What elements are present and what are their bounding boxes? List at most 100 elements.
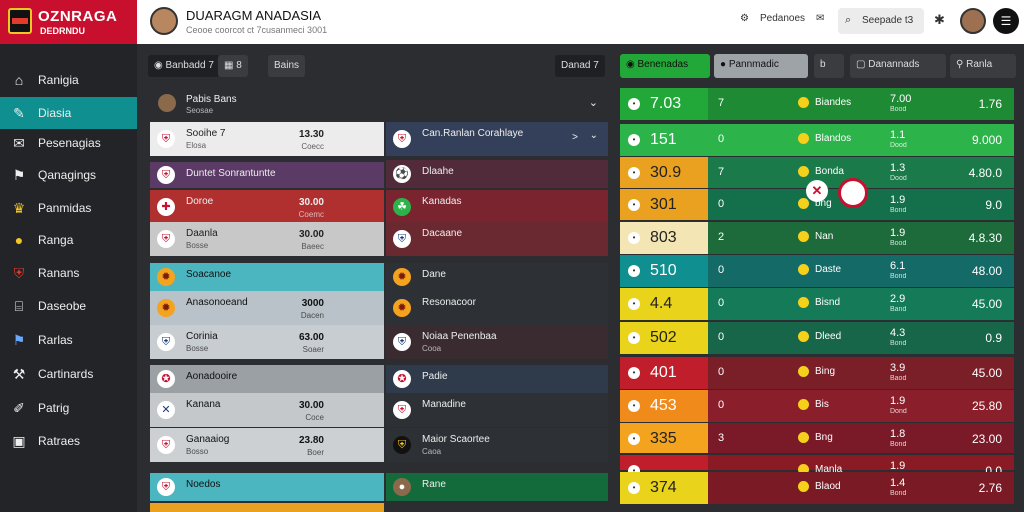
- team-badge-icon: [798, 133, 809, 144]
- tab-ranla[interactable]: ⚲ Ranla: [950, 54, 1016, 78]
- tab-pannmadic[interactable]: ● Pannmadic: [714, 54, 808, 78]
- sidebar-item-panmidas[interactable]: ♛ Panmidas: [0, 192, 137, 224]
- odds-n1: 1.9: [890, 460, 906, 472]
- odds-team-cell: Manla: [798, 464, 842, 475]
- status-dot-icon: •: [628, 433, 640, 445]
- calendar-button[interactable]: ▦ 8: [218, 55, 248, 77]
- list-item-name: Dlaahe: [422, 166, 454, 177]
- odds-n1: 1.1: [890, 129, 906, 141]
- list-item[interactable]: ✹ Anasonoeand 3000 Dacen: [150, 291, 384, 325]
- list-item[interactable]: ⛨ Duntet Sonrantuntte: [150, 162, 384, 188]
- danad-dropdown[interactable]: Danad 7: [555, 55, 605, 77]
- odds-row[interactable]: • 7.03 7 Biandes 7.00 Bood 1.76: [620, 88, 1014, 120]
- list-item[interactable]: ⛨ Manadine: [386, 393, 608, 427]
- odds-row[interactable]: • 510 0 Daste 6.1 Bond 48.00: [620, 255, 1014, 287]
- odds-row[interactable]: • 301 0 bng 1.9 Bond 9.0: [620, 189, 1014, 220]
- list-item-name: Manadine: [422, 399, 466, 410]
- list-item-sub: Elosa: [186, 141, 207, 150]
- odds-n1: 6.1: [890, 260, 906, 272]
- list-item[interactable]: ✚ Doroe 30.00 Coemc: [150, 190, 384, 224]
- list-item[interactable]: ⛨ Dacaane: [386, 222, 608, 256]
- logo-badge-icon: [8, 8, 32, 34]
- tab-label: Ranla: [966, 59, 993, 70]
- odds-n1-sub: Baod: [890, 375, 907, 382]
- odds-mini: 7: [718, 97, 725, 109]
- list-item[interactable]: ⛨ Sooihe 7 Elosa 13.30 Coecc: [150, 122, 384, 156]
- odds-row[interactable]: • 4.4 0 Bisnd 2.9 Band 45.00: [620, 288, 1014, 320]
- odds-n2: 4.8.30: [968, 231, 1002, 245]
- odds-row[interactable]: • 151 0 Blandos 1.1 Dood 9.000: [620, 124, 1014, 156]
- list-item-score-sub: Baeec: [301, 242, 324, 251]
- list-item[interactable]: ⛨ Corinia Bosse 63.00 Soaer: [150, 325, 384, 359]
- odds-team-cell: Daste: [798, 264, 841, 275]
- chat-icon[interactable]: ✉: [816, 13, 825, 24]
- bains-button[interactable]: Bains: [268, 55, 306, 77]
- odds-row[interactable]: • 803 2 Nan 1.9 Bood 4.8.30: [620, 222, 1014, 254]
- gear-icon[interactable]: ✱: [934, 12, 945, 27]
- list-item[interactable]: ⛨ Ganaaiog Bosso 23.80 Boer: [150, 428, 384, 462]
- list-item[interactable]: ⚽ Dlaahe: [386, 160, 608, 188]
- sidebar-item-qanagings[interactable]: ⚑ Qanagings: [0, 159, 137, 191]
- list-item-sub: Caoa: [422, 447, 442, 456]
- chevron-down-icon[interactable]: ⌄: [589, 130, 598, 141]
- odds-row[interactable]: • 401 0 Bing 3.9 Baod 45.00: [620, 357, 1014, 389]
- chevron-right-icon[interactable]: >: [572, 132, 578, 143]
- list-item[interactable]: ⛨ Daanla Bosse 30.00 Baeec: [150, 222, 384, 256]
- list-item[interactable]: ⛨ Maior Scaortee Caoa: [386, 428, 608, 462]
- list-item[interactable]: ⛨ Noiaa Penenbaa Cooa: [386, 325, 608, 359]
- list-item[interactable]: ● Rane: [386, 473, 608, 501]
- odds-row[interactable]: • Manla 1.9 0.0: [620, 455, 1014, 478]
- odds-row[interactable]: • 502 0 Dleed 4.3 Bond 0.9: [620, 322, 1014, 354]
- sidebar-item-cartinards[interactable]: ⚒ Cartinards: [0, 358, 137, 390]
- sidebar-item-daseobe[interactable]: ⌸ Daseobe: [0, 290, 137, 322]
- odds-team: Dleed: [815, 331, 842, 343]
- sidebar-item-ranga[interactable]: ● Ranga: [0, 224, 137, 256]
- close-icon[interactable]: ✕: [806, 180, 828, 202]
- team-badge-icon: [798, 331, 809, 342]
- tab-benenadas[interactable]: ◉ Benenadas: [620, 54, 710, 78]
- sidebar-item-patrig[interactable]: ✐ Patrig: [0, 392, 137, 424]
- filter-dropdown[interactable]: ◉ Banbadd 7: [148, 55, 220, 77]
- user-avatar[interactable]: [960, 8, 986, 34]
- odds-row[interactable]: • 335 3 Bng 1.8 Bond 23.00: [620, 423, 1014, 453]
- list-item[interactable]: ✕ Kanana 30.00 Coce: [150, 393, 384, 427]
- list-item-name: Daanla: [186, 228, 218, 239]
- list-item[interactable]: ⛨ Can.Ranlan Corahlaye > ⌄: [386, 122, 608, 156]
- odds-row[interactable]: • 374 Blaod 1.4 Bond 2.76: [620, 472, 1014, 504]
- filter-label: Banbadd 7: [165, 60, 214, 71]
- odds-team: bng: [815, 198, 832, 210]
- list-item[interactable]: ✹ Soacanoe: [150, 263, 384, 291]
- team-crest-icon: ✪: [157, 370, 175, 388]
- list-item[interactable]: ☘ Kanadas: [386, 190, 608, 224]
- list-item[interactable]: ✪ Aonadooire: [150, 365, 384, 393]
- sidebar-item-ranans[interactable]: ⛨ Ranans: [0, 257, 137, 289]
- sidebar-item-rarlas[interactable]: ⚑ Rarlas: [0, 324, 137, 356]
- team-crest-icon: ⛨: [393, 436, 411, 454]
- list-item[interactable]: ✹ Dane: [386, 263, 608, 291]
- odds-row[interactable]: • 453 0 Bis 1.9 Dond 25.80: [620, 390, 1014, 422]
- header-search[interactable]: ⌕ Seepade t3: [838, 8, 924, 34]
- tab-danannads[interactable]: ▢ Danannads: [850, 54, 946, 78]
- tools-icon: ⚒: [12, 366, 26, 382]
- tab-label: Danannads: [868, 59, 920, 70]
- record-icon[interactable]: [838, 178, 868, 208]
- list-item[interactable]: ✪ Padie: [386, 365, 608, 393]
- header-avatar[interactable]: [150, 7, 178, 35]
- list-item[interactable]: ⛨ Noedos: [150, 473, 384, 501]
- app-logo[interactable]: OZNRAGA DEDRNDU: [0, 0, 137, 44]
- tab-toggle[interactable]: b: [814, 54, 844, 78]
- header-link-pedanoes[interactable]: Pedanoes: [760, 13, 806, 24]
- menu-icon[interactable]: ☰: [993, 8, 1019, 34]
- sidebar-item-ratraes[interactable]: ▣ Ratraes: [0, 425, 137, 457]
- header-search-label: Seepade t3: [862, 15, 914, 26]
- sidebar-item-pesenagias[interactable]: ✉ Pesenagias: [0, 127, 137, 159]
- sidebar-item-diasia[interactable]: ✎ Diasia: [0, 97, 137, 129]
- chevron-down-icon[interactable]: ⌄: [588, 97, 598, 109]
- sidebar-item-ranigia[interactable]: ⌂ Ranigia: [0, 64, 137, 96]
- odds-team-cell: bng: [798, 198, 832, 209]
- list-item[interactable]: ✹ Resonacoor: [386, 291, 608, 325]
- settings-icon[interactable]: ⚙: [740, 13, 749, 24]
- odds-team: Biandes: [815, 97, 852, 109]
- list-item-score-sub: Dacen: [300, 311, 324, 320]
- odds-team: Bis: [815, 399, 829, 411]
